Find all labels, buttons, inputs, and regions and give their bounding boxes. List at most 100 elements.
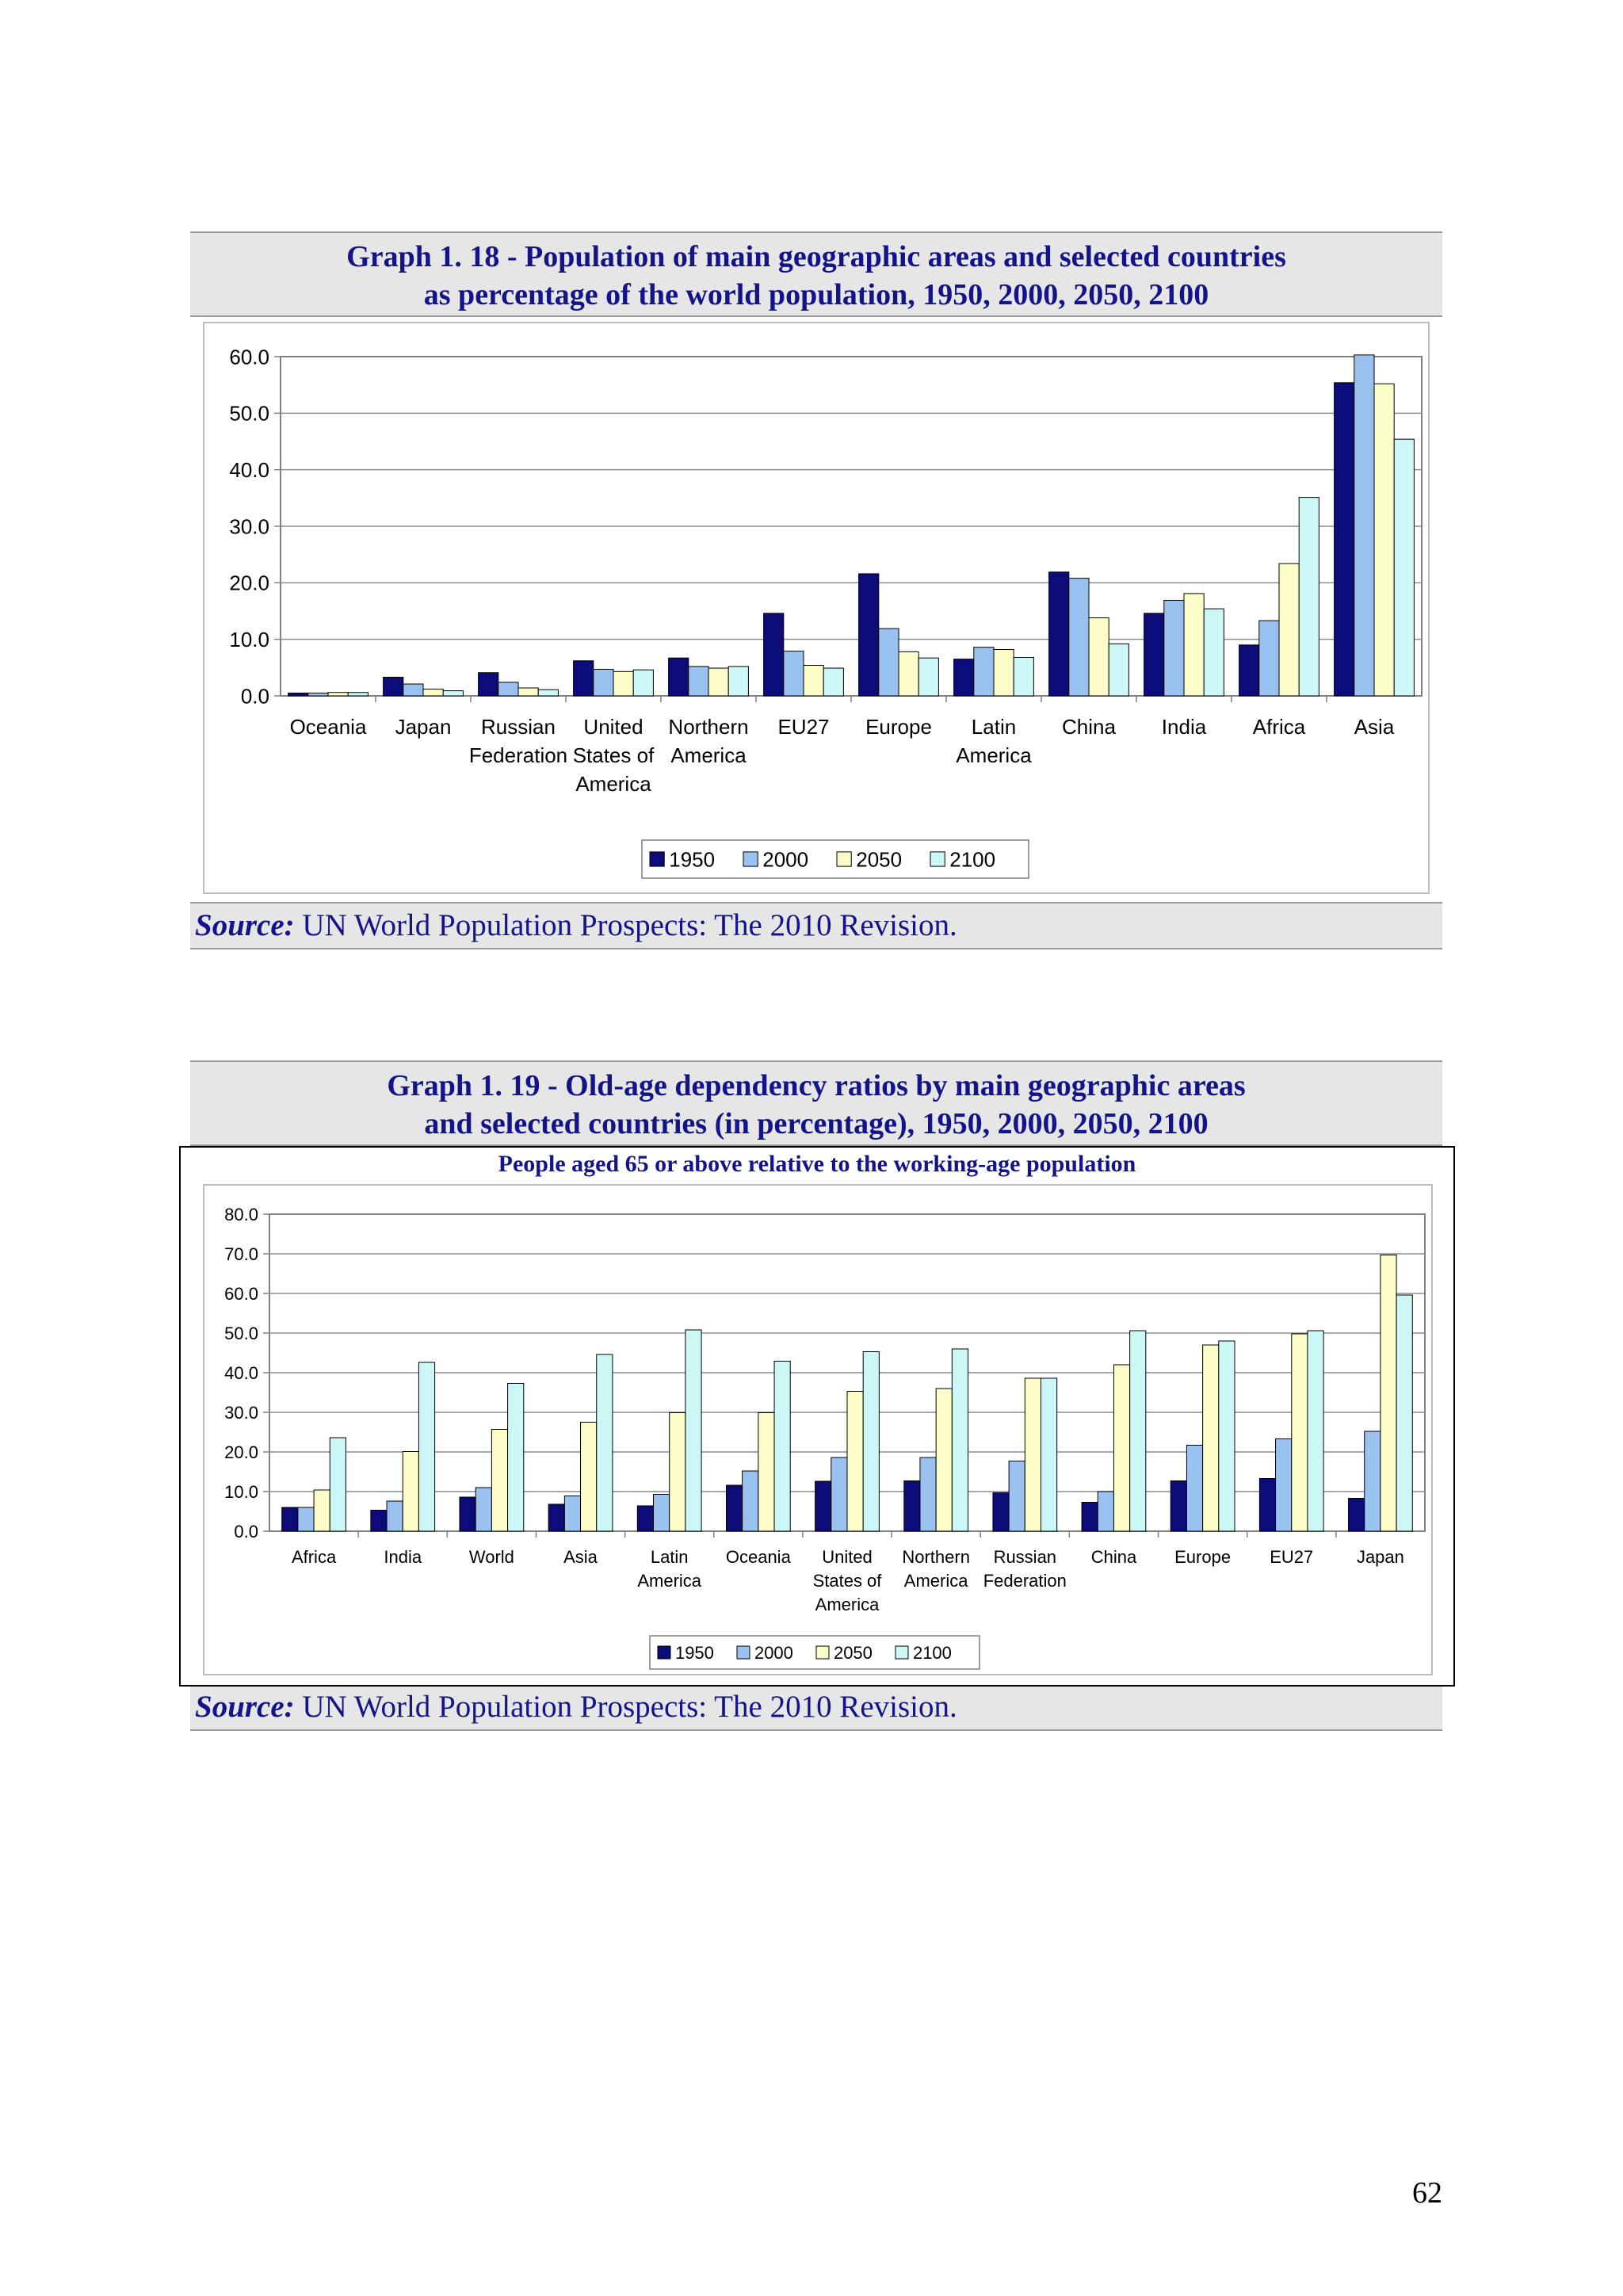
graph19-bar xyxy=(1081,1502,1098,1532)
graph19-bar xyxy=(281,1507,299,1532)
graph19-legend-swatch xyxy=(657,1645,671,1660)
graph18-xtick-label: China xyxy=(1062,715,1116,739)
graph18-ytick-label: 50.0 xyxy=(229,402,269,426)
graph18-ytick-label: 30.0 xyxy=(229,514,269,538)
graph19-bar xyxy=(313,1489,330,1532)
graph18-ytick-label: 40.0 xyxy=(229,458,269,482)
graph18-xtick-label: EU27 xyxy=(777,715,829,739)
graph19-subtitle: People aged 65 or above relative to the … xyxy=(498,1151,1136,1177)
graph18-xtick-label: Africa xyxy=(1253,715,1306,739)
graph19-xtick-label: Latin xyxy=(651,1547,689,1567)
graph18-bar xyxy=(1239,644,1260,697)
graph18-legend-label: 2000 xyxy=(762,847,808,871)
graph19-bar xyxy=(742,1470,759,1532)
graph18-bar xyxy=(803,664,824,697)
graph19-ytick-label: 20.0 xyxy=(224,1442,258,1462)
graph19-bar xyxy=(596,1354,613,1532)
graph18-ytick-label: 20.0 xyxy=(229,571,269,595)
graph18-xtick-label: Northern xyxy=(668,715,748,739)
graph19-ytick-label: 40.0 xyxy=(224,1363,258,1383)
graph18-ytick-label: 0.0 xyxy=(241,684,269,708)
graph19-legend-label: 1950 xyxy=(675,1643,714,1663)
graph18-xtick-label: Europe xyxy=(865,715,932,739)
graph18-bar xyxy=(918,657,939,697)
graph19-title-line2: and selected countries (in percentage), … xyxy=(424,1107,1209,1140)
graph19-bar xyxy=(951,1348,969,1532)
graph18-bar xyxy=(1013,656,1034,697)
graph19-chart-frame: 0.0 10.0 20.0 30.0 40.0 50.0 60.0 70.0 80.0 Afric… xyxy=(203,1184,1433,1675)
graph19-ytick-label: 80.0 xyxy=(224,1205,258,1224)
graph18-xtick-label: Federation xyxy=(469,743,567,767)
graph18-xtick-label: America xyxy=(670,743,747,767)
graph19-bar xyxy=(1113,1364,1131,1532)
graph18-bar xyxy=(478,672,499,697)
graph19-bar xyxy=(653,1494,670,1532)
graph19-xtick-label: EU27 xyxy=(1270,1547,1313,1567)
graph19-bar xyxy=(758,1412,775,1532)
graph19-bar xyxy=(1024,1377,1041,1532)
graph19-bar xyxy=(418,1362,436,1532)
graph18-bar xyxy=(1108,643,1129,697)
graph18-bar xyxy=(953,659,975,697)
graph18-bar xyxy=(668,657,689,697)
graph18-chart: 0.0 10.0 20.0 30.0 40.0 50.0 60.0 Oceania Japan R… xyxy=(229,345,1423,879)
graph19-bar xyxy=(636,1505,655,1532)
graph19-bar xyxy=(580,1422,598,1532)
graph18-xtick-label: Asia xyxy=(1354,715,1395,739)
graph19-chart: 0.0 10.0 20.0 30.0 40.0 50.0 60.0 70.0 80.0 Afric… xyxy=(224,1205,1426,1670)
graph19-bar xyxy=(1129,1330,1147,1532)
graph19-bar xyxy=(1186,1445,1204,1532)
graph18-xtick-label: United xyxy=(583,715,643,739)
graph18-source-text: UN World Population Prospects: The 2010 … xyxy=(294,908,957,942)
graph19-xtick-label: China xyxy=(1091,1547,1137,1567)
graph19-source: Source: UN World Population Prospects: T… xyxy=(190,1687,1442,1728)
graph19-xtick-label: Oceania xyxy=(726,1547,792,1567)
graph19-bar xyxy=(773,1361,791,1532)
graph18-legend-label: 2050 xyxy=(856,847,902,871)
graph18-bar xyxy=(898,651,919,697)
graph18-bar xyxy=(1393,438,1415,697)
graph18-bar xyxy=(1354,354,1375,697)
graph19-bar xyxy=(491,1429,509,1532)
graph19-bar xyxy=(370,1510,388,1532)
graph18-bar xyxy=(422,688,444,697)
graph19-legend-label: 2050 xyxy=(834,1643,873,1663)
graph18-source: Source: UN World Population Prospects: T… xyxy=(190,904,1442,948)
graph19-bar xyxy=(1396,1294,1413,1532)
graph19-xtick-label: Africa xyxy=(292,1547,337,1567)
graph19-source-text: UN World Population Prospects: The 2010 … xyxy=(294,1690,957,1724)
graph18-xtick-label: America xyxy=(956,743,1032,767)
graph19-outer-box: People aged 65 or above relative to the … xyxy=(179,1146,1455,1687)
graph19-bar xyxy=(507,1383,525,1532)
graph18-bar xyxy=(763,613,785,697)
graph19-xtick-label: America xyxy=(904,1571,968,1591)
graph19-bar xyxy=(725,1484,743,1532)
graph18-bar xyxy=(878,628,899,697)
graph19-bar xyxy=(1258,1478,1277,1532)
graph18-legend-label: 1950 xyxy=(669,847,715,871)
graph18-bar xyxy=(1183,593,1205,697)
graph19-ytick-label: 30.0 xyxy=(224,1403,258,1423)
graph19-bar xyxy=(1008,1461,1025,1532)
graph19-source-band: Source: UN World Population Prospects: T… xyxy=(190,1687,1442,1731)
graph19-xtick-label: India xyxy=(384,1547,422,1567)
graph19-xtick-label: Russian xyxy=(994,1547,1056,1567)
graph19-bar xyxy=(548,1503,565,1532)
graph18-bar xyxy=(517,687,539,697)
graph18-bar xyxy=(403,683,424,697)
graph19-bar xyxy=(1348,1498,1365,1532)
graph18-bar xyxy=(632,669,654,697)
graph19-bar xyxy=(1364,1431,1381,1532)
graph18-bar xyxy=(1048,571,1070,697)
graph19-xtick-label: Northern xyxy=(902,1547,970,1567)
graph19-ytick-label: 0.0 xyxy=(234,1522,258,1541)
graph18-bar xyxy=(708,667,729,697)
graph18-xtick-label: Russian xyxy=(481,715,556,739)
graph19-bar xyxy=(935,1388,953,1532)
graph19-bar xyxy=(669,1412,686,1532)
graph19-xtick-label: America xyxy=(637,1571,701,1591)
page-number: 62 xyxy=(1412,2176,1442,2210)
graph18-legend-swatch xyxy=(930,851,945,867)
graph19-bar xyxy=(1380,1255,1397,1532)
graph18-bar xyxy=(783,651,804,697)
